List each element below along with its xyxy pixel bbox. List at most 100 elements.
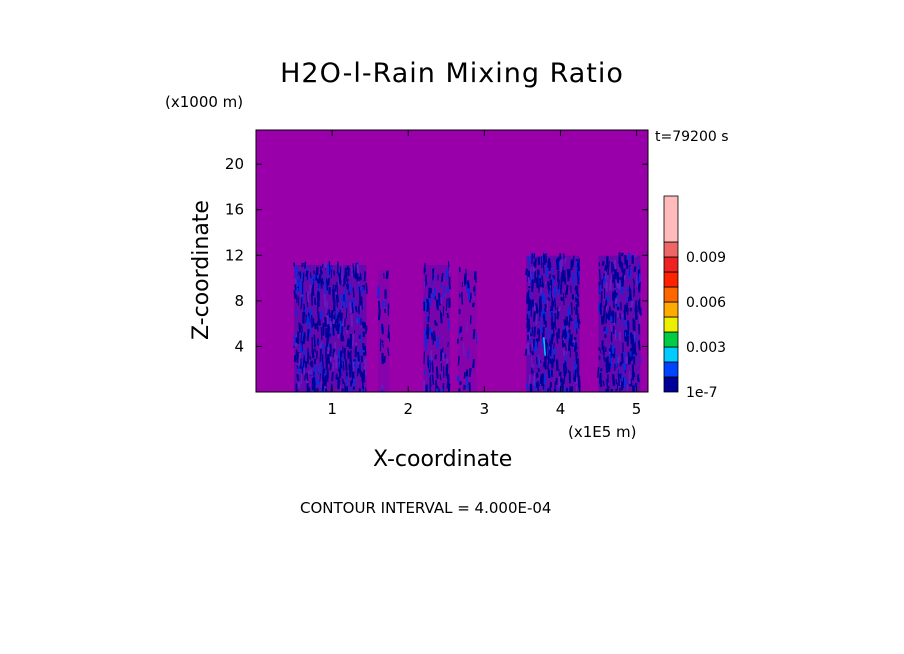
colorbar-swatch (663, 316, 679, 333)
rain-streak (548, 273, 552, 279)
rain-streak (633, 253, 637, 258)
rain-streak (325, 278, 329, 291)
rain-streak (305, 270, 309, 277)
rain-streak (303, 362, 306, 375)
x-tick-label: 4 (556, 400, 566, 418)
rain-streak (551, 312, 554, 323)
rain-streak (535, 357, 538, 365)
colorbar-swatch (663, 331, 679, 348)
rain-streak (321, 263, 324, 269)
rain-streak (441, 352, 445, 361)
rain-streak (557, 306, 561, 312)
rain-streak (445, 298, 448, 311)
rain-streak (625, 304, 628, 313)
rain-streak (324, 317, 327, 327)
rain-streak (316, 274, 320, 279)
rain-streak (472, 359, 475, 369)
rain-streak (613, 259, 617, 270)
rain-streak (533, 253, 536, 259)
rain-streak (445, 358, 449, 364)
rain-streak (312, 270, 316, 275)
rain-streak (563, 331, 567, 340)
rain-streak (546, 388, 549, 392)
rain-streak (554, 381, 556, 392)
rain-streak (606, 327, 609, 334)
rain-streak (600, 315, 604, 325)
rain-streak (354, 306, 358, 313)
rain-streak (435, 299, 440, 311)
rain-streak (300, 325, 304, 332)
rain-streak (552, 327, 555, 337)
rain-streak (575, 352, 578, 360)
rain-streak (310, 293, 314, 306)
rain-streak (377, 300, 381, 312)
rain-streak (547, 360, 550, 370)
rain-streak (327, 277, 331, 286)
rain-streak (555, 359, 559, 371)
rain-streak (352, 270, 355, 278)
rain-streak (526, 342, 530, 355)
rain-streak (361, 296, 363, 310)
rain-streak (568, 314, 571, 328)
rain-streak (359, 332, 362, 345)
rain-streak (460, 337, 463, 341)
rain-streak (546, 299, 549, 311)
rain-streak (323, 262, 328, 269)
rain-streak (558, 376, 561, 388)
rain-streak (613, 276, 616, 288)
rain-streak (472, 329, 476, 339)
rain-streak (429, 384, 432, 392)
colorbar-swatch (663, 271, 679, 288)
rain-streak (350, 264, 353, 278)
rain-streak (340, 294, 344, 306)
colorbar-label: 0.009 (686, 250, 726, 266)
rain-streak (327, 323, 330, 330)
rain-streak (633, 266, 637, 272)
rain-streak (313, 348, 317, 353)
rain-streak (528, 261, 531, 270)
rain-streak (525, 344, 529, 352)
rain-streak (570, 285, 572, 294)
rain-streak (557, 282, 560, 290)
y-tick-label: 4 (234, 337, 244, 355)
rain-streak (352, 263, 355, 272)
rain-streak (562, 293, 565, 306)
rain-streak (627, 296, 630, 302)
rain-streak (573, 344, 576, 352)
rain-streak (616, 272, 620, 284)
rain-streak (562, 363, 566, 371)
y-tick-label: 12 (225, 246, 244, 264)
rain-streak (317, 311, 320, 324)
rain-streak (553, 297, 557, 310)
rain-streak (603, 356, 606, 362)
rain-streak (634, 308, 638, 320)
rain-streak (532, 311, 536, 322)
rain-streak (339, 385, 342, 392)
colorbar-swatch (663, 301, 679, 318)
rain-streak (309, 308, 313, 318)
rain-streak (627, 253, 631, 261)
rain-streak (361, 321, 366, 329)
rain-streak (463, 384, 466, 391)
rain-streak (598, 347, 601, 351)
rain-streak (446, 378, 450, 389)
chart-title: H2O-l-Rain Mixing Ratio (280, 58, 624, 89)
rain-streak (576, 323, 579, 329)
rain-streak (541, 275, 544, 288)
rain-streak (534, 380, 537, 384)
rain-streak (576, 292, 580, 298)
rain-streak (608, 308, 611, 321)
rain-streak (423, 370, 426, 375)
rain-streak (605, 312, 608, 324)
rain-streak (307, 316, 311, 326)
rain-streak (387, 324, 390, 337)
rain-streak (326, 346, 330, 355)
rain-streak (617, 373, 621, 386)
rain-streak (615, 354, 618, 367)
rain-streak (447, 342, 449, 347)
rain-streak (356, 368, 359, 377)
rain-streak (538, 353, 541, 367)
rain-streak (570, 386, 574, 392)
rain-streak (349, 350, 352, 355)
rain-streak (442, 285, 446, 298)
